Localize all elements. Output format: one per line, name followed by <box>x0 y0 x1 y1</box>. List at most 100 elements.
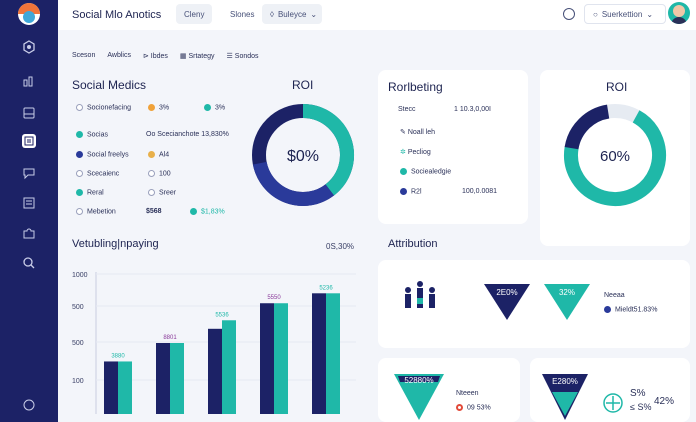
bottom-funnel-2-value: E280% <box>552 377 578 386</box>
topbar-dropdown[interactable]: ◊ Buleyce ⌄ <box>262 4 322 24</box>
network-icon: ✲ <box>400 149 408 156</box>
panel-icon[interactable] <box>20 104 38 122</box>
social-row-0-c: 3% <box>204 104 225 111</box>
tag-icon: ◊ <box>270 9 274 19</box>
attribution-card: 2E0% 32% Neeaa Mieldt51.83% <box>378 260 690 348</box>
rorbeting-row-0: Stecc <box>398 106 416 113</box>
search-label: Suerkettion <box>601 9 643 19</box>
bottom-2-stat-2: ≤ S% <box>630 402 652 412</box>
subnav-item-0[interactable]: Sceson <box>72 52 96 59</box>
people-icon <box>405 281 435 308</box>
roi-title-1: ROI <box>292 78 314 92</box>
topbar-button-2[interactable]: Slones <box>222 4 263 24</box>
pencil-icon: ✎ <box>400 129 408 136</box>
bar-chart-summary: 0S,30% <box>326 242 355 251</box>
bar <box>170 343 184 414</box>
status-icon[interactable] <box>563 8 575 20</box>
rorbeting-card: Rorlbeting Stecc 1 10.3,0,00I ✎ Noall le… <box>378 70 528 224</box>
bottom-funnel-1: 52880% <box>394 374 444 420</box>
social-row-1: Socias <box>76 131 108 138</box>
roi-donut-chart-1: $0% <box>252 104 354 206</box>
social-medics-title: Social Medics <box>72 78 147 92</box>
bottom-funnel-1-value: 52880% <box>404 376 433 385</box>
social-row-4-b: Sreer <box>148 189 176 196</box>
attribution-legend-item: Mieldt51.83% <box>604 306 657 313</box>
list-icon: ☰ <box>226 53 235 60</box>
social-row-4: Reral <box>76 189 104 196</box>
subnav-item-4[interactable]: ☰ Sondos <box>226 53 259 60</box>
social-row-5-c: $1,83% <box>190 208 225 215</box>
bar-data-label: 5236 <box>319 285 333 291</box>
settings-icon[interactable] <box>20 396 38 414</box>
subnav-item-3[interactable]: ▦ Srtategy <box>179 53 215 60</box>
chat-icon[interactable] <box>20 164 38 182</box>
social-row-0-b: 3% <box>148 104 169 111</box>
y-tick-label: 100 <box>72 378 84 385</box>
rorbeting-row-4-b: 100,0.0081 <box>462 188 498 195</box>
bottom-card-2: E280% S% ≤ S% 42% <box>530 358 690 422</box>
attribution-funnel-1: 2E0% <box>484 284 530 320</box>
app-title: Social Mlo Anotics <box>72 9 162 21</box>
attribution-funnel-2: 32% <box>544 284 590 320</box>
list-icon[interactable] <box>20 194 38 212</box>
puzzle-icon[interactable] <box>20 224 38 242</box>
search-icon[interactable] <box>20 254 38 272</box>
funnel-2-value: 32% <box>559 288 575 297</box>
chevron-down-icon: ⌄ <box>310 9 318 19</box>
bar <box>260 303 274 414</box>
social-row-2: Social freelys <box>76 151 129 158</box>
social-row-5: Mebetion <box>76 208 116 215</box>
network-icon[interactable] <box>20 38 38 56</box>
funnel-1-value: 2E0% <box>496 288 517 297</box>
roi-title-2: ROI <box>606 80 628 94</box>
social-row-5-b: $568 <box>146 208 162 215</box>
search-icon: ○ <box>593 9 598 19</box>
bar <box>104 361 118 414</box>
avatar[interactable] <box>668 2 690 24</box>
bar <box>222 320 236 414</box>
sidebar <box>0 0 58 422</box>
social-row-3: Scecaienc <box>76 170 119 177</box>
attribution-legend-title: Neeaa <box>604 292 625 299</box>
bottom-card-1: 52880% Nteeen 09 53% <box>378 358 520 422</box>
y-tick-label: 1000 <box>72 272 88 279</box>
rorbeting-row-3: Sociealedgie <box>400 168 451 175</box>
sub-nav: Sceson Awblics ⊳ Ibdes ▦ Srtategy ☰ Sond… <box>72 52 259 60</box>
topbar-button-1[interactable]: Cleny <box>176 4 213 24</box>
rorbeting-row-2: ✲ Pecliog <box>400 149 431 156</box>
bar-data-label: 5550 <box>267 295 281 301</box>
roi-card-2: ROI 60% <box>540 70 690 246</box>
y-tick-label: 500 <box>72 340 84 347</box>
bar <box>274 303 288 414</box>
bar <box>312 293 326 414</box>
social-row-1-b: Oo Scecianchote 13,830% <box>146 131 229 138</box>
roi-donut-chart-2: 60% <box>564 104 666 206</box>
rorbeting-title: Rorlbeting <box>388 80 443 94</box>
bar <box>156 343 170 414</box>
rorbeting-row-1: ✎ Noall leh <box>400 129 436 136</box>
attribution-title: Attribution <box>388 238 438 250</box>
bottom-1-legend-title: Nteeen <box>456 390 479 397</box>
roi-center-1: $0% <box>287 148 319 165</box>
tag-icon: ⊳ <box>142 53 151 60</box>
chevron-down-icon: ⌄ <box>646 9 654 19</box>
bottom-1-legend-item: 09 53% <box>456 404 491 411</box>
bar-data-label: 8801 <box>163 335 177 341</box>
network-icon <box>603 393 623 413</box>
search-box[interactable]: ○ Suerkettion ⌄ <box>584 4 666 24</box>
reports-icon[interactable] <box>22 134 36 148</box>
bar <box>118 361 132 414</box>
y-tick-label: 500 <box>72 304 84 311</box>
subnav-item-2[interactable]: ⊳ Ibdes <box>142 53 168 60</box>
top-bar: Social Mlo Anotics Cleny Slones ◊ Buleyc… <box>58 0 696 30</box>
social-row-3-b: 100 <box>148 170 171 177</box>
bar-chart: 1000 500 500 100 3880 8801 5536 5550 5236 <box>72 272 356 414</box>
chart-icon[interactable] <box>20 72 38 90</box>
dropdown-label: Buleyce <box>277 9 307 19</box>
bar <box>326 293 340 414</box>
social-row-0: Socionefacing <box>76 104 154 111</box>
bar-data-label: 5536 <box>215 312 229 318</box>
social-row-2-b: Al4 <box>148 151 169 158</box>
bottom-2-stat-3: 42% <box>654 396 675 407</box>
subnav-item-1[interactable]: Awblics <box>107 52 131 59</box>
